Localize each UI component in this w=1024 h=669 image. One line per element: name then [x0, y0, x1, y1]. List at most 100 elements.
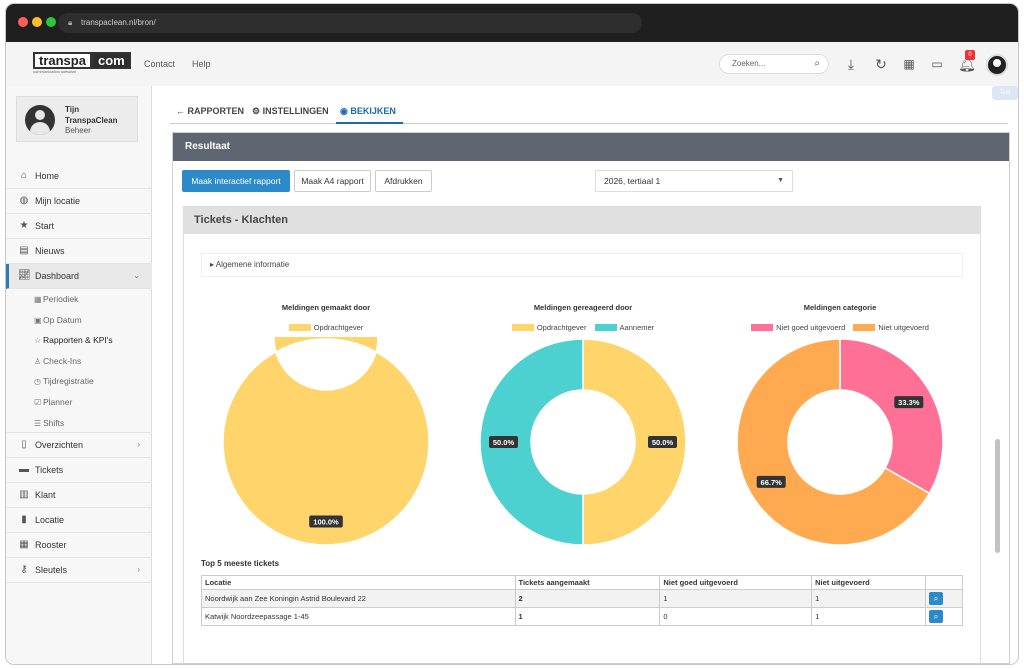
report-scroll-area[interactable]: Tickets - Klachten ▸ Algemene informatie… — [173, 203, 1009, 664]
table-row: Noordwijk aan Zee Koningin Astrid Boulev… — [201, 589, 963, 608]
user-card[interactable]: Tijn TranspaClean Beheer — [16, 96, 138, 142]
maximize-window-button[interactable] — [46, 17, 56, 27]
sidebar-subitem-label: Planner — [43, 396, 73, 407]
chart-legend: Niet goed uitgevoerd Niet uitgevoerd — [720, 323, 960, 332]
gear-icon: ⚙ — [252, 106, 263, 116]
refresh-icon[interactable]: ↻ — [875, 56, 887, 72]
scrollbar[interactable] — [993, 203, 1001, 664]
legend-label: Niet goed uitgevoerd — [776, 323, 846, 332]
period-select[interactable]: 2026, tertiaal 1 ▼ — [595, 170, 793, 192]
table-cell: 1 — [659, 589, 813, 608]
avatar[interactable] — [986, 54, 1008, 76]
sidebar-subitem-label: Check-Ins — [43, 355, 82, 366]
list-icon: ☰ — [34, 418, 42, 428]
sidebar-item-label: Rooster — [35, 540, 67, 551]
column-header[interactable]: Tickets aangemaakt — [514, 575, 661, 590]
globe-icon: ◍ — [19, 195, 29, 206]
sidebar-subitem-op-datum[interactable]: ▣Op Datum — [6, 310, 152, 331]
search-input[interactable]: Zoeken... ⌕ — [719, 54, 829, 74]
calendar-check-icon: ☑ — [34, 397, 42, 407]
sidebar-subitem-rapporten-kpis[interactable]: ☆ Rapporten & KPI's — [6, 330, 152, 351]
column-header — [925, 575, 963, 590]
sidebar-subitem-planner[interactable]: ☑ Planner — [6, 392, 152, 413]
interactive-report-button[interactable]: Maak interactief rapport — [182, 170, 290, 192]
qr-icon[interactable]: ▦ — [903, 57, 915, 71]
table-cell: Katwijk Noordzeepassage 1-45 — [201, 607, 516, 626]
sidebar-item-label: Tickets — [35, 465, 64, 476]
scrollbar-thumb[interactable] — [995, 439, 1000, 553]
search-icon[interactable]: ⌕ — [929, 592, 943, 605]
sidebar-item-start[interactable]: ★ Start — [6, 214, 152, 239]
sidebar-subitem-tijdregistratie[interactable]: ◷ Tijdregistratie — [6, 371, 152, 392]
building-icon: ▥ — [19, 489, 29, 501]
table-cell: 1 — [811, 589, 926, 608]
data-label: 50.0% — [493, 438, 515, 447]
legend-item[interactable]: Niet goed uitgevoerd — [751, 323, 845, 332]
donut-chart: 33.3% 66.7% — [736, 338, 944, 546]
download-icon[interactable]: ⤓ — [847, 56, 855, 72]
data-label: 50.0% — [652, 438, 674, 447]
sidebar-subitem-check-ins[interactable]: ♙ Check-Ins — [6, 351, 152, 372]
a4-report-button[interactable]: Maak A4 rapport — [294, 170, 371, 192]
nav-contact-link[interactable]: Contact — [144, 59, 176, 69]
sidebar-item-overzichten[interactable]: ▯ Overzichten › — [6, 433, 152, 459]
top-tickets-table: Locatie Tickets aangemaakt Niet goed uit… — [201, 575, 963, 626]
sidebar-item-locatie[interactable]: ▮ Locatie — [6, 508, 152, 534]
legend-label: Aannemer — [619, 323, 655, 332]
data-label-bg — [489, 436, 518, 448]
tab-rapporten[interactable]: ← RAPPORTEN — [176, 106, 244, 116]
sidebar-subitem-shifts[interactable]: ☰ Shifts — [6, 413, 152, 434]
donut-slice-0[interactable] — [582, 338, 687, 546]
column-header[interactable]: Niet uitgevoerd — [811, 575, 926, 590]
sidebar-item-home[interactable]: ⌂ Home — [6, 164, 152, 189]
legend-item[interactable]: Opdrachtgever — [288, 323, 363, 332]
sidebar-item-tickets[interactable]: ▬ Tickets — [6, 458, 152, 484]
sidebar-item-label: Home — [35, 171, 60, 181]
donut-slice-1[interactable] — [736, 338, 931, 546]
sidebar-item-label: Locatie — [35, 515, 65, 526]
minimize-window-button[interactable] — [32, 17, 42, 27]
general-info-accordion[interactable]: ▸ Algemene informatie — [201, 253, 963, 277]
url-text: transpaclean.nl/bron/ — [81, 18, 156, 27]
chevron-right-icon: › — [137, 440, 140, 450]
bell-icon[interactable]: 🔔︎ — [958, 56, 976, 72]
tab-instellingen[interactable]: ⚙ INSTELLINGEN — [252, 106, 329, 117]
close-window-button[interactable] — [18, 17, 28, 27]
data-label: 33.3% — [898, 398, 920, 407]
test-button[interactable]: Test — [992, 86, 1018, 100]
address-bar[interactable]: 🔒︎ transpaclean.nl/bron/ — [58, 13, 642, 33]
donut-slice-0[interactable] — [222, 337, 430, 546]
sidebar-item-sleutels[interactable]: ⚷ Sleutels › — [6, 558, 152, 584]
news-icon: ▤ — [19, 245, 29, 256]
user-first-name: Tijn — [65, 105, 80, 114]
lock-icon: 🔒︎ — [68, 18, 73, 27]
donut-slice-0[interactable] — [839, 338, 944, 495]
sidebar-item-mijn-locatie[interactable]: ◍ Mijn locatie — [6, 189, 152, 214]
sidebar-item-nieuws[interactable]: ▤ Nieuws — [6, 239, 152, 264]
column-header[interactable]: Niet goed uitgevoerd — [659, 575, 813, 590]
table-cell: ⌕ — [925, 589, 963, 608]
person-icon: ♙ — [34, 356, 42, 366]
search-icon[interactable]: ⌕ — [929, 610, 943, 623]
legend-item[interactable]: Opdrachtgever — [511, 323, 586, 332]
nav-help-link[interactable]: Help — [192, 59, 211, 69]
tab-label: INSTELLINGEN — [262, 106, 329, 116]
sidebar-item-dashboard[interactable]: 📈︎ Dashboard ⌄ — [6, 264, 152, 289]
sidebar-subitem-periodiek[interactable]: ▦Periodiek — [6, 289, 152, 310]
print-button[interactable]: Afdrukken — [375, 170, 432, 192]
legend-item[interactable]: Niet uitgevoerd — [853, 323, 929, 332]
legend-item[interactable]: Aannemer — [594, 323, 655, 332]
sidebar-item-klant[interactable]: ▥ Klant — [6, 483, 152, 509]
logo[interactable]: transpa com communication software — [33, 52, 131, 76]
calendar-day-icon: ▣ — [34, 315, 42, 325]
tab-bekijken[interactable]: ◉ BEKIJKEN — [340, 106, 396, 117]
user-company: TranspaClean — [65, 116, 118, 125]
sidebar-item-rooster[interactable]: ▦ Rooster — [6, 533, 152, 559]
search-icon[interactable]: ⌕ — [814, 58, 820, 69]
donut-slice-1[interactable] — [479, 338, 584, 546]
id-card-icon[interactable]: ▭ — [931, 57, 943, 71]
search-placeholder: Zoeken... — [732, 59, 766, 68]
data-label-bg — [756, 475, 786, 488]
browser-titlebar: 🔒︎ transpaclean.nl/bron/ — [6, 4, 1018, 42]
column-header[interactable]: Locatie — [201, 575, 516, 590]
